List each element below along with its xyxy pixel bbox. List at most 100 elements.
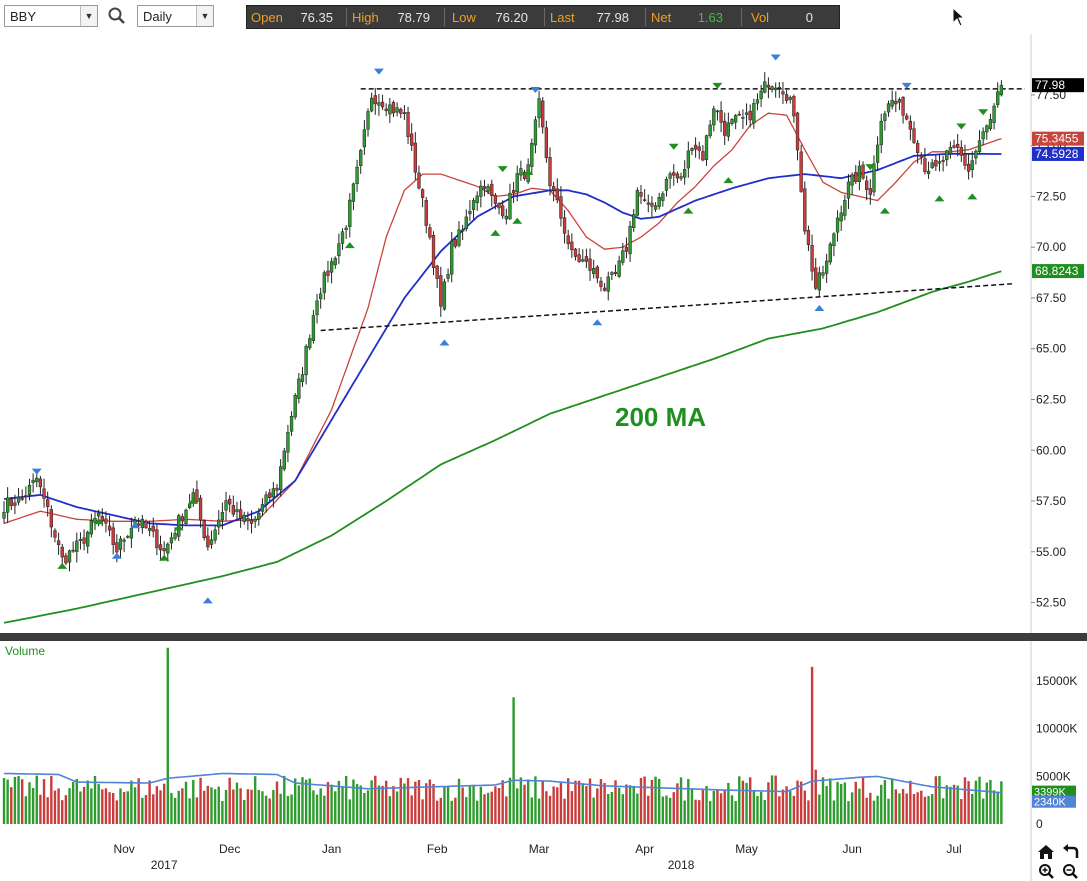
candle-body <box>238 509 243 519</box>
candle <box>24 486 28 504</box>
volume-bar <box>694 799 697 824</box>
candle-body <box>235 509 239 513</box>
candle <box>326 260 330 283</box>
volume-bar <box>184 781 188 824</box>
candle-body <box>282 450 286 470</box>
x-month-label: Jun <box>842 842 861 856</box>
candle-body <box>457 229 461 246</box>
candle <box>788 95 792 104</box>
price-badge <box>1032 264 1084 279</box>
x-month-label: May <box>735 842 758 856</box>
swing-marker <box>512 217 523 224</box>
candle-body <box>584 256 589 262</box>
candle-body <box>475 195 479 204</box>
candle-body <box>198 497 203 521</box>
candle-body <box>715 110 720 113</box>
candle <box>792 94 796 123</box>
chevron-down-icon[interactable]: ▼ <box>80 6 97 26</box>
volume-bar <box>537 798 541 824</box>
volume-bar <box>650 779 654 824</box>
candle <box>628 220 632 263</box>
volume-bar <box>945 785 948 824</box>
volume-bar <box>1000 781 1003 824</box>
zoom-out-icon[interactable] <box>1063 864 1078 879</box>
candle-body <box>126 536 130 538</box>
candle-body <box>701 151 705 161</box>
interval-selector[interactable]: Daily ▼ <box>137 5 214 27</box>
candle <box>369 92 374 113</box>
candle-body <box>861 164 865 179</box>
candle <box>373 87 377 115</box>
candle-body <box>264 494 268 505</box>
candle-body <box>824 260 829 274</box>
volume-bar <box>71 782 75 824</box>
volume-bar <box>741 780 745 824</box>
candle <box>941 155 945 172</box>
volume-bar <box>807 800 810 824</box>
candle <box>442 278 447 311</box>
x-year-label: 2018 <box>668 858 695 872</box>
candle-body <box>610 272 614 275</box>
candle-body <box>799 151 803 192</box>
last-value: 77.98 <box>596 10 629 25</box>
volume-bar <box>512 697 515 824</box>
candle <box>169 532 174 550</box>
candle <box>697 141 701 160</box>
candle-body <box>268 492 272 498</box>
candle <box>453 238 458 249</box>
volume-bar <box>228 777 231 824</box>
swing-marker <box>956 123 967 130</box>
candle <box>413 131 417 180</box>
volume-bar <box>421 799 424 824</box>
symbol-selector[interactable]: BBY ▼ <box>4 5 98 27</box>
candle-body <box>2 511 6 519</box>
volume-bar <box>767 782 770 824</box>
candle-body <box>923 158 927 173</box>
candle <box>13 494 17 515</box>
candle <box>158 535 163 561</box>
candle <box>231 495 235 517</box>
volume-bar <box>585 786 588 824</box>
chevron-down-icon[interactable]: ▼ <box>196 6 213 26</box>
candle-body <box>253 518 257 522</box>
candle-body <box>78 539 83 541</box>
pane-splitter[interactable] <box>0 633 1087 641</box>
volume-bar <box>122 792 126 824</box>
volume-bar <box>727 782 730 824</box>
candle <box>541 97 545 134</box>
volume-bar <box>399 777 402 824</box>
volume-bar <box>101 789 104 824</box>
candle <box>151 517 155 538</box>
net-label: Net <box>651 10 672 25</box>
candle-body <box>20 498 24 500</box>
home-icon[interactable] <box>1038 845 1054 859</box>
candle-body <box>224 500 228 511</box>
volume-bar <box>301 777 304 824</box>
candle <box>621 242 625 266</box>
candle-body <box>865 180 869 190</box>
candle-body <box>111 527 115 545</box>
candle-body <box>988 119 993 130</box>
candle <box>82 529 86 551</box>
volume-bar <box>133 787 137 824</box>
zoom-in-icon[interactable] <box>1039 864 1054 879</box>
swing-marker <box>723 177 734 184</box>
search-icon[interactable] <box>107 6 127 26</box>
volume-bar <box>883 780 887 824</box>
undo-icon[interactable] <box>1063 844 1079 858</box>
volume-bar <box>920 790 923 824</box>
candle <box>828 241 832 265</box>
candle-body <box>373 95 377 105</box>
candle-body <box>180 516 185 522</box>
candle <box>897 97 902 111</box>
candle <box>420 188 425 208</box>
volume-bar <box>388 796 392 824</box>
candle-body <box>42 488 46 499</box>
candle <box>690 147 694 156</box>
candle <box>71 541 75 553</box>
candle <box>213 525 217 544</box>
volume-bar <box>10 787 13 824</box>
candle-body <box>639 192 643 197</box>
candle <box>617 255 621 278</box>
